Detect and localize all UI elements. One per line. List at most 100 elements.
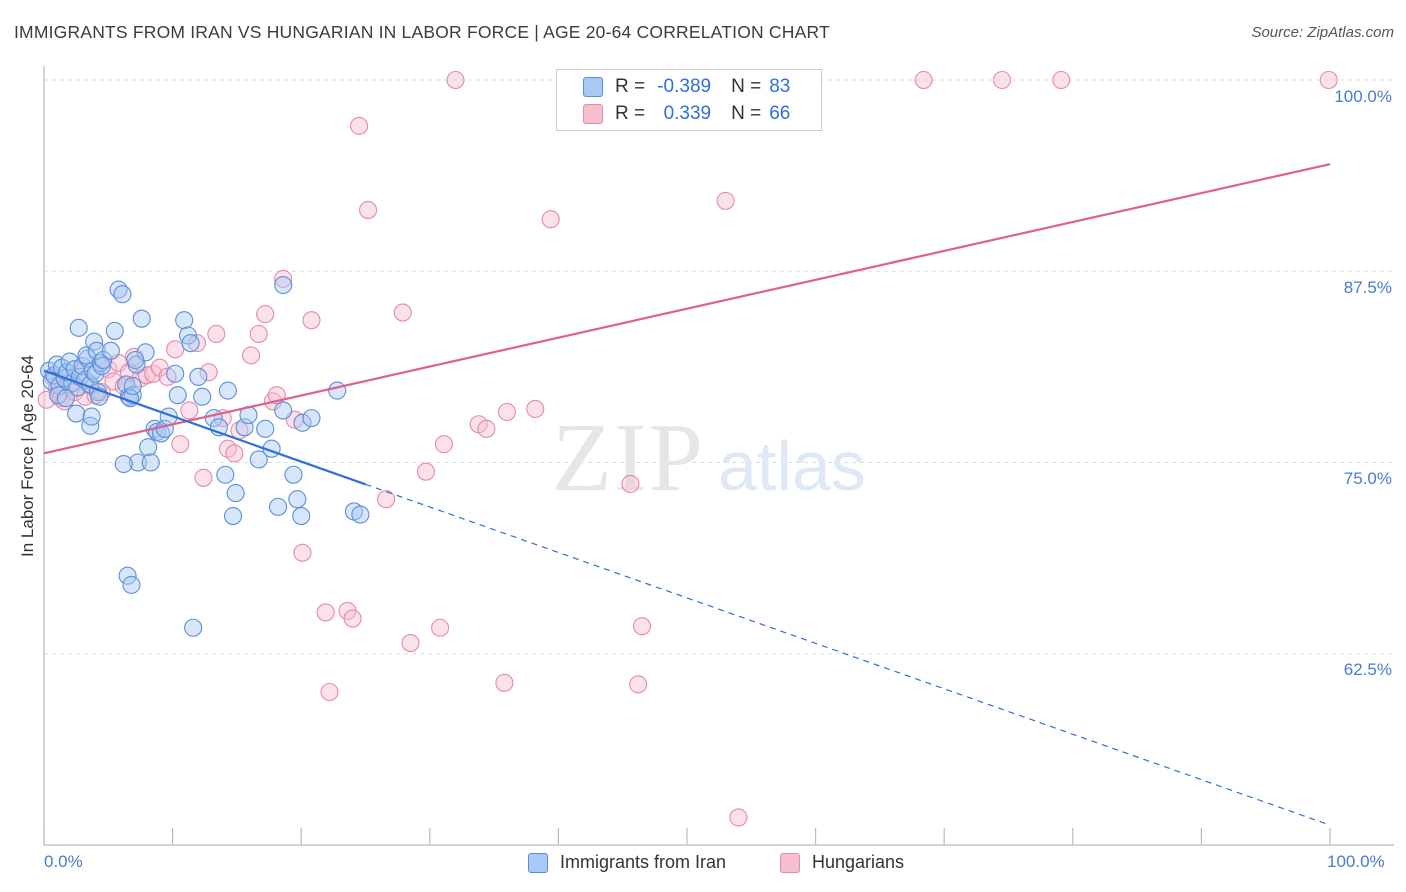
point-hungarians-35	[249, 324, 268, 344]
point-iran-44	[139, 438, 158, 457]
point-iran-73	[249, 450, 268, 469]
point-iran-57	[166, 364, 185, 383]
point-iran-36	[113, 285, 132, 304]
legend-swatch-pink	[583, 104, 603, 124]
x-tick-label-min: 0.0%	[44, 852, 83, 871]
point-iran-50	[126, 350, 145, 370]
point-iran-45	[141, 453, 160, 472]
point-iran-82	[274, 275, 293, 295]
y-tick-label-62-5: 62.5%	[1343, 660, 1392, 679]
point-hungarians-39	[274, 269, 293, 288]
point-hungarians-29	[207, 324, 226, 344]
watermark-atlas: atlas	[718, 427, 866, 505]
point-iran-77	[274, 401, 293, 420]
point-hungarians-41	[293, 543, 312, 562]
legend-r-value-1: -0.389	[657, 76, 712, 97]
y-tick-label-75: 75.0%	[1343, 469, 1392, 488]
point-hungarians-57	[477, 419, 496, 438]
trendline-iran-solid	[43, 369, 366, 486]
point-iran-59	[175, 311, 194, 330]
point-hungarians-66	[632, 617, 652, 636]
legend-n-value-2: 66	[769, 103, 791, 124]
y-axis-title: In Labor Force | Age 20-64	[18, 355, 37, 557]
point-iran-70	[226, 484, 245, 503]
point-iran-63	[189, 367, 208, 386]
point-hungarians-59	[497, 402, 517, 422]
point-hungarians-51	[401, 633, 420, 653]
point-iran-61	[181, 334, 200, 353]
point-iran-85	[351, 505, 370, 524]
point-hungarians-24	[171, 435, 190, 454]
trendline-iran-dashed	[365, 483, 1331, 826]
point-iran-49	[123, 376, 142, 396]
legend-row-series2: R = 0.339 N = 66	[615, 102, 790, 126]
point-iran-76	[269, 497, 288, 516]
point-iran-62	[184, 618, 203, 637]
stats-legend: R = -0.389 N = 83 R = 0.339 N = 66	[556, 69, 822, 131]
legend-r-value-2: 0.339	[663, 103, 712, 124]
point-iran-74	[256, 419, 275, 438]
point-hungarians-42	[302, 311, 321, 330]
point-hungarians-36	[256, 305, 275, 324]
point-iran-81	[302, 409, 321, 428]
legend-swatch-blue	[583, 77, 603, 97]
legend-n-label-1: N =	[731, 76, 762, 97]
point-iran-64	[193, 387, 212, 406]
point-hungarians-69	[729, 808, 748, 827]
point-hungarians-72	[1052, 70, 1071, 90]
point-hungarians-65	[629, 675, 648, 694]
bottom-legend-iran: Immigrants from Iran	[528, 852, 726, 873]
point-iran-25	[77, 346, 96, 365]
point-hungarians-21	[150, 358, 169, 377]
point-iran-22	[56, 389, 75, 408]
point-iran-18	[86, 364, 105, 383]
point-hungarians-32	[225, 444, 244, 463]
point-iran-67	[216, 465, 235, 484]
point-iran-79	[288, 490, 307, 509]
point-iran-53	[122, 575, 141, 594]
point-iran-26	[81, 416, 100, 435]
point-hungarians-34	[241, 346, 261, 365]
point-hungarians-54	[434, 435, 453, 454]
point-iran-42	[132, 309, 151, 328]
point-hungarians-23	[166, 340, 185, 359]
point-hungarians-64	[621, 474, 640, 493]
bottom-legend-swatch-blue	[528, 852, 548, 873]
legend-n-label-2: N =	[731, 103, 762, 124]
point-iran-68	[218, 381, 237, 400]
point-iran-78	[284, 465, 303, 484]
point-iran-33	[101, 341, 120, 360]
point-hungarians-43	[316, 603, 335, 622]
watermark-zip: ZIP	[552, 404, 705, 512]
point-iran-83	[328, 381, 347, 400]
point-hungarians-58	[495, 673, 514, 692]
point-hungarians-73	[1319, 70, 1338, 90]
point-iran-43	[136, 343, 155, 362]
point-hungarians-44	[320, 682, 339, 702]
y-tick-label-100: 100.0%	[1334, 87, 1392, 106]
point-iran-34	[105, 321, 124, 340]
point-hungarians-46	[343, 609, 362, 628]
point-iran-24	[69, 318, 88, 337]
bottom-legend-label-hungarians: Hungarians	[812, 852, 905, 872]
point-hungarians-28	[199, 363, 218, 382]
point-hungarians-68	[716, 191, 735, 210]
point-hungarians-47	[350, 116, 369, 135]
point-iran-23	[67, 404, 86, 423]
point-hungarians-50	[393, 303, 412, 322]
point-hungarians-71	[993, 70, 1012, 90]
point-iran-27	[82, 407, 101, 426]
trendline-hungarians	[43, 163, 1331, 455]
chart-source: Source: ZipAtlas.com	[1251, 24, 1394, 41]
point-iran-41	[128, 453, 147, 472]
x-tick-label-max: 100.0%	[1327, 852, 1385, 871]
chart-title: IMMIGRANTS FROM IRAN VS HUNGARIAN IN LAB…	[14, 22, 830, 42]
point-hungarians-52	[416, 462, 435, 481]
point-iran-86	[292, 506, 311, 526]
point-hungarians-60	[526, 399, 545, 419]
point-hungarians-27	[194, 468, 213, 487]
point-hungarians-49	[377, 490, 396, 509]
point-iran-58	[168, 386, 187, 405]
point-iran-31	[92, 357, 111, 376]
point-iran-32	[94, 350, 113, 370]
